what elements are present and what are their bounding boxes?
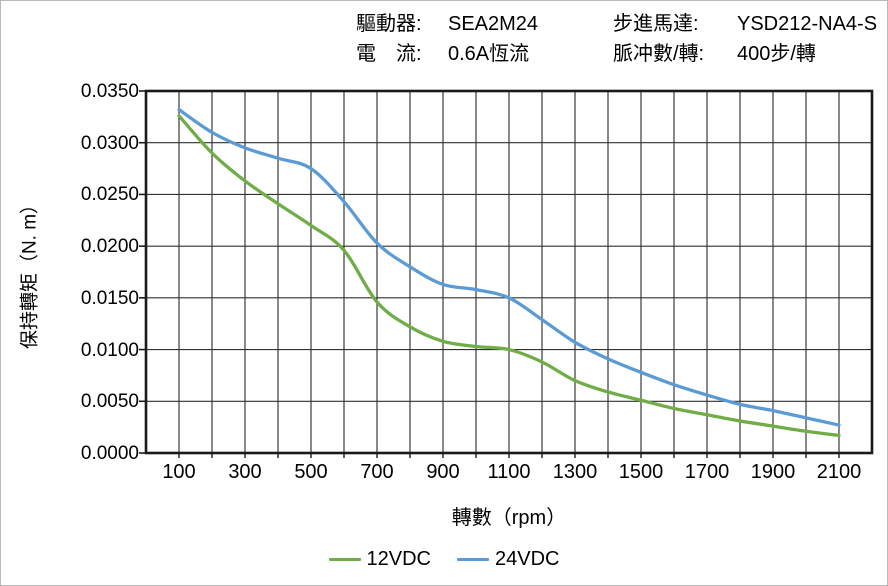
driver-row: 驅動器: SEA2M24 — [356, 9, 538, 39]
x-tick-label-700: 700 — [360, 461, 394, 483]
x-tick-label-300: 300 — [228, 461, 262, 483]
y-tick-label-0.0350: 0.0350 — [80, 81, 139, 102]
y-tick-label-0.0100: 0.0100 — [80, 339, 139, 361]
legend-label-12vdc: 12VDC — [366, 548, 431, 570]
current-row: 電 流: 0.6A恆流 — [356, 39, 538, 69]
legend-item-12vdc: 12VDC — [328, 548, 431, 571]
header-info-right: 步進馬達: YSD212-NA4-S 脈冲數/轉: 400步/轉 — [613, 9, 877, 69]
driver-value: SEA2M24 — [448, 13, 539, 35]
y-tick-label-0.0000: 0.0000 — [80, 443, 139, 464]
header-info-left: 驅動器: SEA2M24 電 流: 0.6A恆流 — [356, 9, 538, 69]
x-tick-label-1100: 1100 — [487, 461, 531, 483]
current-label: 電 流: — [356, 43, 422, 65]
series-line-12vdc — [177, 114, 841, 438]
driver-label: 驅動器: — [356, 13, 422, 35]
pulses-value: 400步/轉 — [737, 43, 816, 65]
legend-item-24vdc: 24VDC — [457, 548, 559, 571]
x-tick-label-500: 500 — [294, 461, 328, 483]
x-axis-title: 轉數（rpm） — [451, 507, 567, 529]
y-tick-label-0.0300: 0.0300 — [80, 132, 139, 154]
y-tick-label-0.0250: 0.0250 — [80, 184, 139, 206]
x-tick-label-1900: 1900 — [750, 461, 796, 483]
y-tick-label-0.0200: 0.0200 — [80, 236, 139, 258]
legend-label-24vdc: 24VDC — [495, 548, 560, 570]
motor-row: 步進馬達: YSD212-NA4-S — [613, 9, 877, 39]
current-value: 0.6A恆流 — [448, 43, 530, 65]
x-tick-label-1300: 1300 — [552, 461, 598, 483]
series-line-24vdc — [177, 107, 841, 427]
pulses-label: 脈冲數/轉: — [613, 43, 705, 65]
motor-value: YSD212-NA4-S — [737, 13, 878, 35]
y-axis-title: 保持轉矩（N. m） — [19, 194, 41, 350]
legend: 12VDC 24VDC — [1, 548, 887, 571]
motor-label: 步進馬達: — [613, 13, 699, 35]
x-tick-label-1500: 1500 — [618, 461, 664, 483]
x-tick-label-1700: 1700 — [684, 461, 730, 483]
legend-line-12vdc-icon — [328, 557, 361, 562]
y-tick-label-0.0150: 0.0150 — [80, 287, 139, 309]
x-tick-label-900: 900 — [426, 461, 460, 483]
y-tick-label-0.0050: 0.0050 — [80, 391, 139, 413]
x-tick-label-100: 100 — [162, 461, 196, 483]
x-tick-label-2100: 2100 — [816, 461, 862, 483]
pulses-row: 脈冲數/轉: 400步/轉 — [613, 39, 877, 69]
legend-line-24vdc-icon — [457, 557, 489, 562]
